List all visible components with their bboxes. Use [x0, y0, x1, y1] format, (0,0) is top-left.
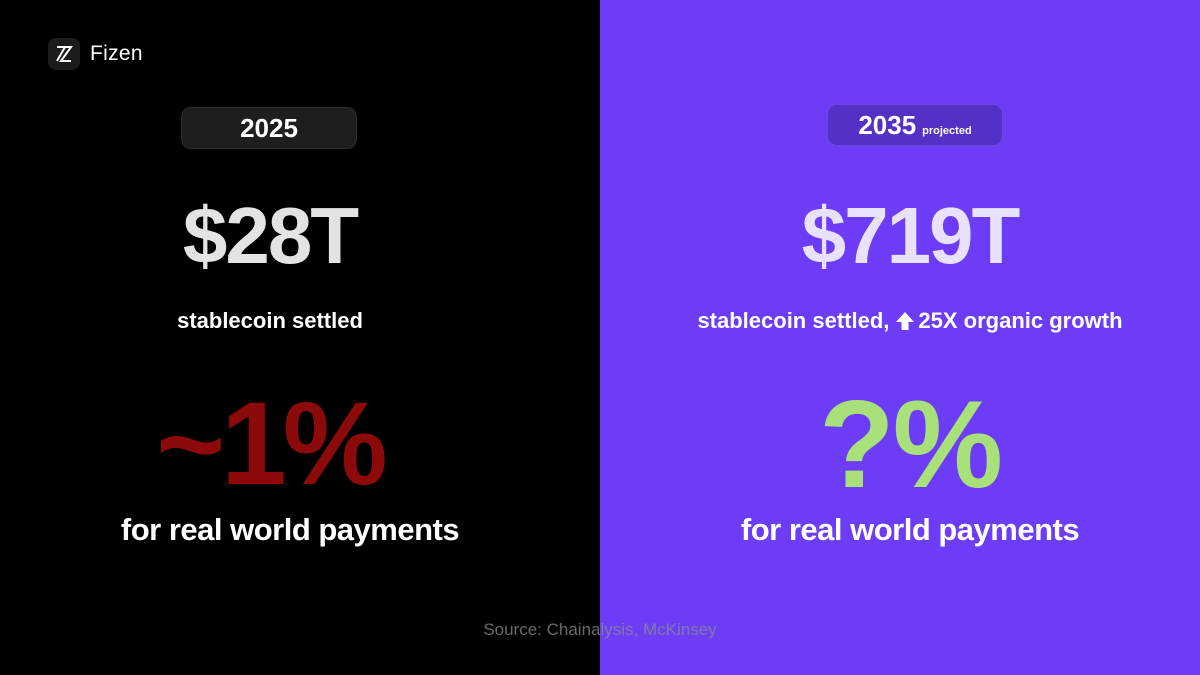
amount-2035: $719T [801, 191, 1021, 280]
up-arrow-icon [895, 311, 915, 331]
projected-note: projected [922, 125, 972, 137]
amount-caption-2035: stablecoin settled, 25X organic growth [640, 308, 1180, 334]
year-label: 2025 [240, 113, 298, 143]
caption-pre: stablecoin settled, [697, 308, 890, 333]
share-2025: ~1% [156, 378, 387, 510]
year-badge-2035: 2035 projected [827, 104, 1003, 146]
year-label: 2035 [858, 110, 917, 140]
caption-post: 25X organic growth [918, 308, 1123, 333]
brand-name: Fizen [90, 42, 143, 65]
brand-logo: Fizen [48, 38, 143, 70]
share-2035: ?% [819, 376, 1003, 514]
year-badge-2025: 2025 [181, 107, 357, 149]
fizen-logo-icon [48, 38, 80, 70]
amount-2025: $28T [182, 191, 359, 280]
source-note: Source: Chainalysis, McKinsey [483, 620, 717, 639]
amount-caption-2025: stablecoin settled [177, 308, 363, 333]
share-caption-2035: for real world payments [740, 512, 1080, 547]
left-panel-2025 [0, 0, 600, 675]
share-caption-2025: for real world payments [120, 512, 460, 547]
right-panel-2035 [600, 0, 1200, 675]
